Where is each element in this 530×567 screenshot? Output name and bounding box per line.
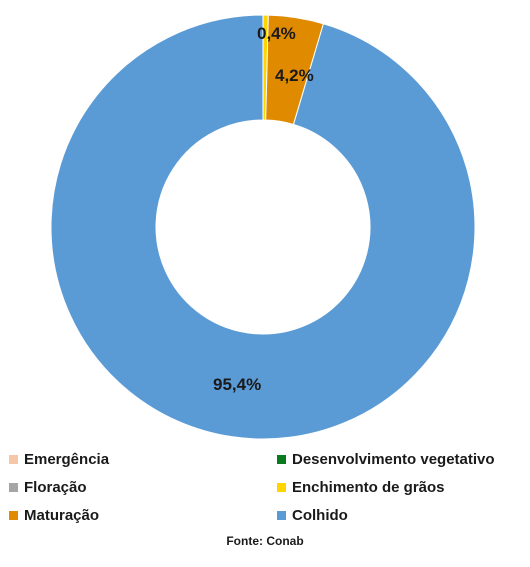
legend-label: Desenvolvimento vegetativo (292, 450, 495, 468)
chart-legend: Emergência Desenvolvimento vegetativo Fl… (9, 449, 524, 525)
data-label-colhido: 95,4% (213, 375, 261, 394)
data-label-enchimento: 0,4% (257, 24, 296, 43)
legend-swatch (9, 510, 18, 520)
legend-item-maturacao: Maturação (9, 505, 277, 525)
legend-label: Maturação (24, 506, 100, 524)
legend-swatch (277, 482, 286, 492)
legend-item-floracao: Floração (9, 477, 277, 497)
legend-label: Emergência (24, 450, 110, 468)
donut-chart: 0,4% 4,2% 95,4% (50, 14, 476, 440)
donut-slices (50, 14, 476, 440)
legend-item-colhido: Colhido (277, 505, 524, 525)
legend-swatch (277, 510, 286, 520)
legend-swatch (9, 482, 18, 492)
source-note: Fonte: Conab (226, 534, 304, 548)
legend-label: Floração (24, 478, 87, 496)
legend-swatch (277, 454, 286, 464)
data-labels: 0,4% 4,2% 95,4% (213, 24, 314, 394)
legend-swatch (9, 454, 18, 464)
slice-colhido (50, 14, 476, 440)
legend-item-enchimento-de-graos: Enchimento de grãos (277, 477, 524, 497)
data-label-maturacao: 4,2% (275, 66, 314, 85)
legend-label: Enchimento de grãos (292, 478, 445, 496)
legend-label: Colhido (292, 506, 348, 524)
legend-item-emergencia: Emergência (9, 449, 277, 469)
legend-item-desenvolvimento-vegetativo: Desenvolvimento vegetativo (277, 449, 524, 469)
